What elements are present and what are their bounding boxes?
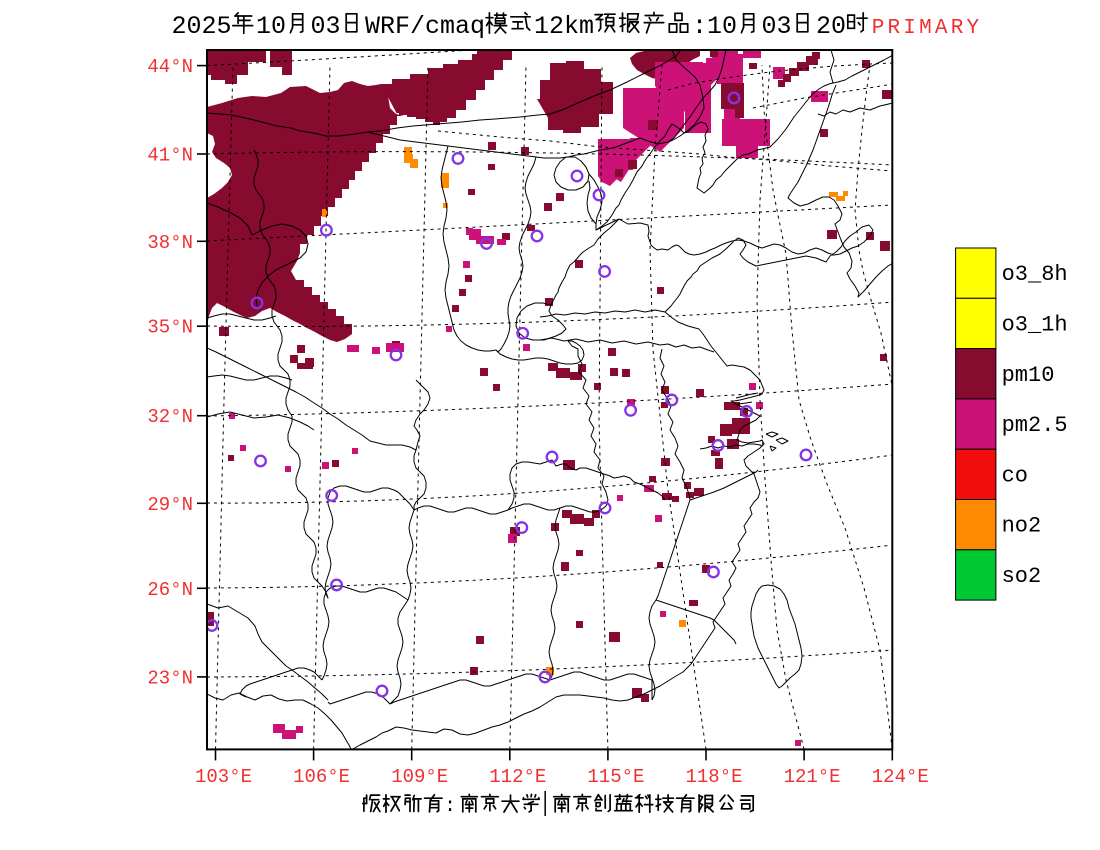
svg-text:103°E: 103°E [195,766,252,788]
svg-text:35°N: 35°N [147,317,193,339]
svg-text:so2: so2 [1002,564,1042,589]
svg-text:co: co [1002,463,1028,488]
svg-text:PRIMARY: PRIMARY [872,17,983,40]
svg-text:20: 20 [816,12,846,41]
svg-text:pm10: pm10 [1002,363,1055,388]
svg-text:32°N: 32°N [147,406,193,428]
svg-text:10: 10 [256,12,286,41]
svg-text:112°E: 112°E [489,766,546,788]
svg-text:12km: 12km [534,12,594,41]
svg-text:38°N: 38°N [147,232,193,254]
svg-text:109°E: 109°E [391,766,448,788]
svg-text:29°N: 29°N [147,494,193,516]
svg-text:121°E: 121°E [784,766,841,788]
svg-text:41°N: 41°N [147,145,193,167]
svg-text:23°N: 23°N [147,667,193,689]
svg-text:44°N: 44°N [147,56,193,78]
svg-text:2025: 2025 [172,12,232,41]
svg-text:03: 03 [762,12,792,41]
svg-text:10: 10 [707,12,737,41]
svg-text:115°E: 115°E [587,766,644,788]
svg-text:o3_1h: o3_1h [1002,312,1068,337]
svg-text:118°E: 118°E [685,766,742,788]
svg-text:pm2.5: pm2.5 [1002,413,1068,438]
svg-text:o3_8h: o3_8h [1002,262,1068,287]
svg-text:03: 03 [311,12,341,41]
svg-text::: : [692,12,707,41]
svg-text:no2: no2 [1002,514,1042,539]
svg-text::: : [444,795,455,817]
svg-text:WRF/cmaq: WRF/cmaq [365,12,485,41]
svg-text:106°E: 106°E [293,766,350,788]
svg-text:26°N: 26°N [147,579,193,601]
svg-text:124°E: 124°E [872,766,929,788]
